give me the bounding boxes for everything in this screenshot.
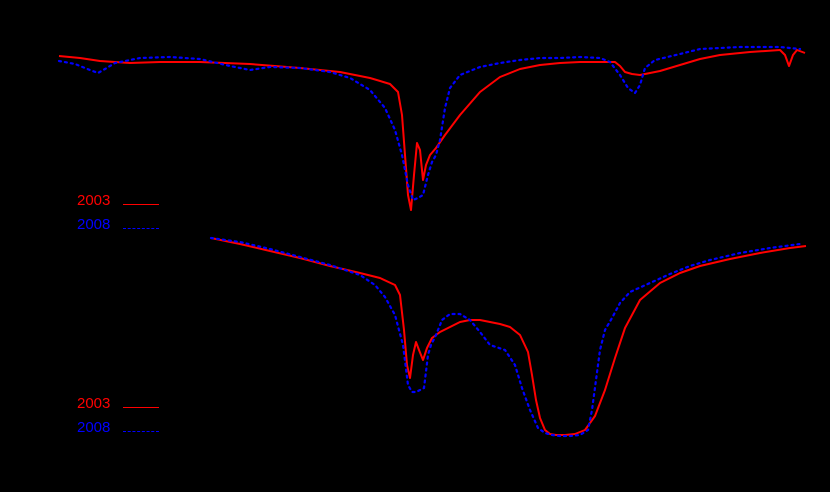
top-series-2008-line <box>57 45 802 202</box>
legend-entry-2003: 2003 <box>77 192 159 216</box>
legend-entry-2008: 2008 <box>77 216 159 240</box>
legend-swatch-dotted-blue <box>123 227 159 229</box>
legend-label-2008: 2008 <box>77 418 111 436</box>
legend-label-2008: 2008 <box>77 215 111 233</box>
bottom-legend: 2003 2008 <box>77 395 159 443</box>
legend-swatch-solid-red <box>123 203 159 205</box>
legend-swatch-dotted-blue <box>123 430 159 432</box>
top-legend: 2003 2008 <box>77 192 159 240</box>
bottom-panel <box>209 236 807 438</box>
legend-entry-2003: 2003 <box>77 395 159 419</box>
legend-swatch-solid-red <box>123 406 159 408</box>
legend-label-2003: 2003 <box>77 394 111 412</box>
bottom-series-2003-line <box>210 237 807 436</box>
top-panel <box>57 45 806 211</box>
legend-entry-2008: 2008 <box>77 419 159 443</box>
legend-label-2003: 2003 <box>77 191 111 209</box>
bottom-series-2008-line <box>209 236 802 438</box>
